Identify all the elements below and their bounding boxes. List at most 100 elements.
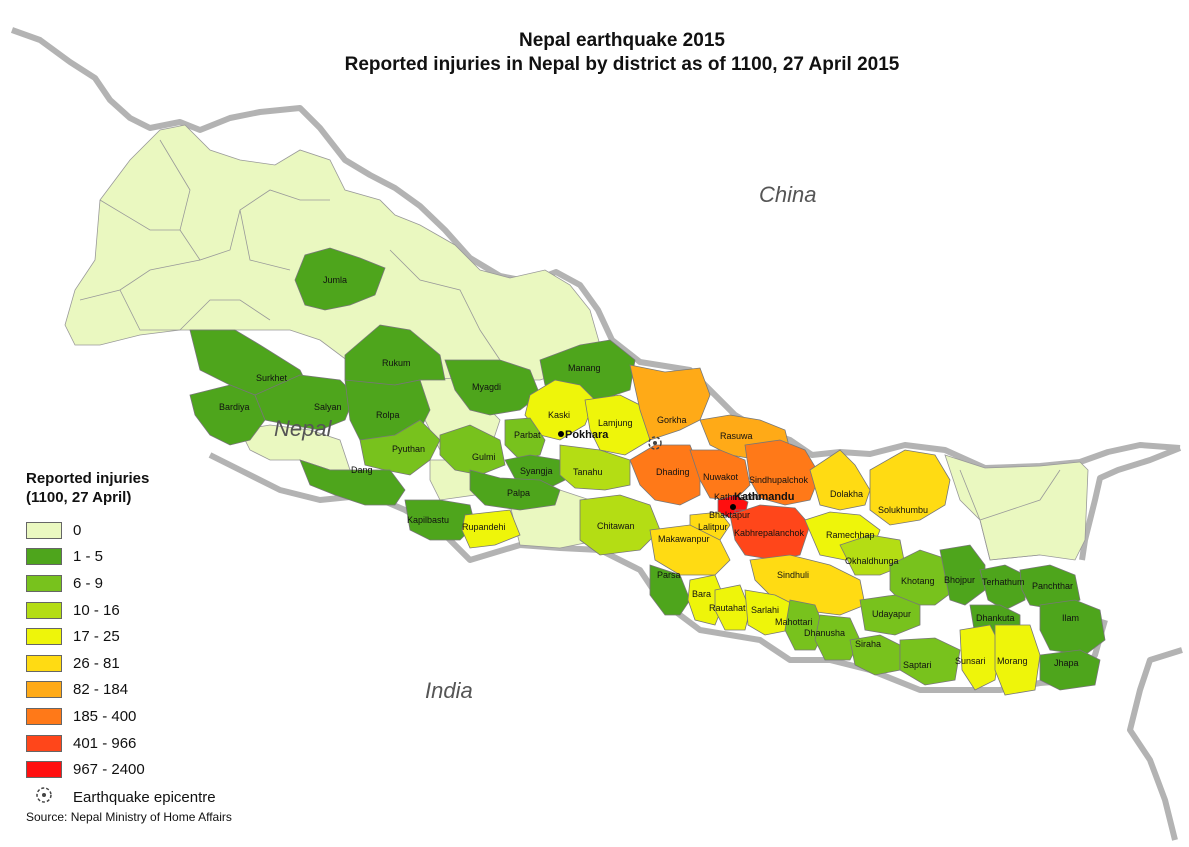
- legend-label: 6 - 9: [73, 574, 104, 592]
- district-morang: [994, 624, 1041, 696]
- district-label-kabhrepalanchok: Kabhrepalanchok: [734, 528, 805, 538]
- district-label-jhapa: Jhapa: [1054, 658, 1079, 668]
- district-label-bara: Bara: [692, 589, 711, 599]
- district-label-makawanpur: Makawanpur: [658, 534, 710, 544]
- district-sunsari: [959, 624, 1001, 691]
- district-label-bardiya: Bardiya: [219, 402, 250, 412]
- district-udayapur: [859, 594, 921, 636]
- legend-swatch: [26, 707, 62, 725]
- legend-label: 967 - 2400: [73, 761, 145, 779]
- district-label-sarlahi: Sarlahi: [751, 605, 779, 615]
- legend-label: 0: [73, 521, 82, 539]
- district-label-jumla: Jumla: [323, 275, 347, 285]
- legend-title-line1: Reported injuries: [26, 470, 150, 487]
- epicentre-icon: [26, 785, 62, 810]
- district-bara: [687, 574, 726, 626]
- district-label-ilam: Ilam: [1062, 613, 1079, 623]
- legend-label: 17 - 25: [73, 628, 120, 646]
- legend-item: 0: [26, 517, 216, 544]
- district-label-bhojpur: Bhojpur: [944, 575, 975, 585]
- country-label-india: India: [425, 678, 473, 703]
- legend-item: 17 - 25: [26, 623, 216, 650]
- legend-swatch: [26, 521, 62, 539]
- legend-item: 6 - 9: [26, 570, 216, 597]
- legend-label: 82 - 184: [73, 681, 129, 699]
- district-saptari: [899, 637, 961, 686]
- legend-swatch: [26, 628, 62, 646]
- district-pyuthan: [359, 419, 441, 476]
- kathmandu-label: Kathmandu: [734, 491, 795, 503]
- district-label-siraha: Siraha: [855, 639, 881, 649]
- district-label-sunsari: Sunsari: [955, 656, 986, 666]
- district-label-dhankuta: Dhankuta: [976, 613, 1015, 623]
- legend-label: 185 - 400: [73, 707, 137, 725]
- district-terhathum: [979, 564, 1026, 611]
- epicentre-icon: [648, 436, 662, 450]
- district-label-parbat: Parbat: [514, 430, 541, 440]
- legend-swatch: [26, 654, 62, 672]
- district-label-lalitpur: Lalitpur: [698, 522, 728, 532]
- district-label-solukhumbu: Solukhumbu: [878, 505, 928, 515]
- district-label-ramechhap: Ramechhap: [826, 530, 875, 540]
- district-dhading: [629, 444, 701, 506]
- district-bardiya: [189, 384, 266, 446]
- district-label-bhaktapur: Bhaktapur: [709, 510, 750, 520]
- legend-title-line2: (1100, 27 April): [26, 489, 132, 506]
- district-salyan: [254, 374, 356, 431]
- district-ilam: [1039, 599, 1106, 656]
- legend-swatch: [26, 601, 62, 619]
- district-label-morang: Morang: [997, 656, 1028, 666]
- district-nuwakot: [689, 449, 751, 501]
- legend-item: 10 - 16: [26, 597, 216, 624]
- district-label-sindhuli: Sindhuli: [777, 570, 809, 580]
- district-label-syangja: Syangja: [520, 466, 553, 476]
- legend: Reported injuries (1100, 27 April) 0 1 - …: [26, 469, 216, 812]
- legend-swatch: [26, 681, 62, 699]
- legend-label: 26 - 81: [73, 654, 120, 672]
- legend-swatch: [26, 548, 62, 566]
- district-label-rukum: Rukum: [382, 358, 411, 368]
- district-label-layer: Jumla Surkhet Rukum Bardiya Salyan Rolpa Myagd…: [219, 275, 1079, 670]
- legend-label: 10 - 16: [73, 601, 120, 619]
- legend-swatch: [26, 734, 62, 752]
- district-jumla: [294, 247, 386, 311]
- district-parbat: [504, 417, 546, 461]
- legend-item: 82 - 184: [26, 677, 216, 704]
- legend-swatch: [26, 761, 62, 779]
- district-label-dhanusha: Dhanusha: [804, 628, 845, 638]
- legend-epicentre-label: Earthquake epicentre: [73, 789, 216, 807]
- source-note: Source: Nepal Ministry of Home Affairs: [26, 810, 232, 824]
- map-title-line2: Reported injuries in Nepal by district a…: [344, 54, 900, 75]
- country-label-china: China: [759, 182, 816, 207]
- district-label-dolakha: Dolakha: [830, 489, 863, 499]
- district-label-rupandehi: Rupandehi: [462, 522, 506, 532]
- district-dang: [299, 459, 406, 506]
- district-label-panchthar: Panchthar: [1032, 581, 1073, 591]
- district-label-okhaldhunga: Okhaldhunga: [845, 556, 899, 566]
- legend-swatch: [26, 574, 62, 592]
- district-label-kapilbastu: Kapilbastu: [407, 515, 449, 525]
- kathmandu-dot: [730, 504, 736, 510]
- district-lamjung: [584, 394, 651, 456]
- district-label-gulmi: Gulmi: [472, 452, 496, 462]
- district-label-saptari: Saptari: [903, 660, 932, 670]
- pokhara-label: Pokhara: [565, 429, 609, 441]
- legend-epicentre: Earthquake epicentre: [26, 784, 216, 812]
- district-gulmi: [439, 424, 506, 476]
- district-label-rolpa: Rolpa: [376, 410, 400, 420]
- district-label-parsa: Parsa: [657, 570, 681, 580]
- district-label-salyan: Salyan: [314, 402, 342, 412]
- district-label-myagdi: Myagdi: [472, 382, 501, 392]
- district-label-kathmandu: Kathmandu: [714, 492, 760, 502]
- district-palpa: [469, 469, 561, 511]
- district-bhojpur: [939, 544, 986, 606]
- district-layer: [64, 124, 1106, 696]
- district-sindhupalchok: [744, 439, 821, 506]
- district-label-lamjung: Lamjung: [598, 418, 633, 428]
- district-jhapa: [1039, 649, 1101, 691]
- district-label-gorkha: Gorkha: [657, 415, 687, 425]
- district-label-tanahu: Tanahu: [573, 467, 603, 477]
- district-chitawan: [579, 494, 661, 556]
- legend-item: 26 - 81: [26, 650, 216, 677]
